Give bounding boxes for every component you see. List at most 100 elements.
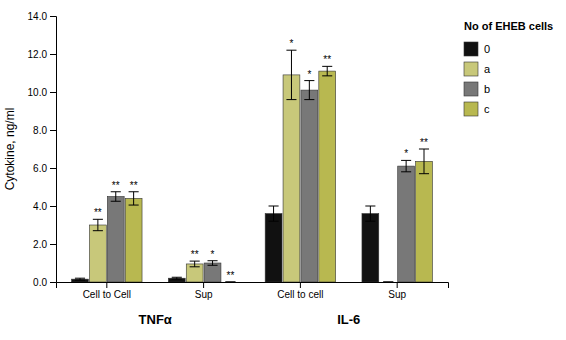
error-bar — [172, 277, 182, 279]
bar — [416, 161, 433, 282]
error-bar — [365, 206, 375, 221]
legend-swatch — [464, 62, 478, 76]
significance-label: ** — [227, 270, 235, 281]
error-bar — [269, 206, 279, 221]
x-tick-label: Cell to cell — [277, 289, 323, 300]
error-bar — [225, 282, 235, 283]
bar — [283, 75, 300, 282]
x-tick-mark — [106, 282, 107, 288]
series — [107, 81, 414, 282]
significance-label: ** — [191, 249, 199, 260]
x-tick: Sup — [195, 282, 213, 300]
bar — [107, 197, 124, 283]
y-tick-mark — [50, 282, 56, 283]
series — [89, 50, 393, 282]
error-bar — [129, 192, 139, 205]
legend-item: a — [464, 62, 491, 76]
legend-swatch — [464, 82, 478, 96]
error-bar — [286, 50, 296, 99]
y-tick-label: 10.0 — [28, 87, 48, 98]
x-axis: Cell to Cell Sup Cell to cell Sup — [57, 282, 449, 300]
bar — [301, 90, 318, 282]
error-bar — [75, 278, 85, 280]
legend-swatch — [464, 42, 478, 56]
significance-label: * — [290, 38, 294, 49]
y-tick-label: 14.0 — [28, 11, 48, 22]
chart: 0.0 2.0 4.0 6.0 8.0 10.0 12.0 14.0 Cell to Cell S… — [0, 0, 566, 340]
bar — [125, 198, 142, 282]
y-tick: 4.0 — [33, 201, 56, 212]
y-axis: 0.0 2.0 4.0 6.0 8.0 10.0 12.0 14.0 — [28, 11, 57, 288]
x-tick: Sup — [388, 282, 406, 300]
y-tick-label: 0.0 — [33, 277, 47, 288]
error-bar — [383, 282, 393, 283]
y-tick: 2.0 — [33, 239, 56, 250]
significance-labels: ****************** — [94, 38, 428, 281]
x-tick-mark — [300, 282, 301, 288]
marks — [72, 50, 433, 282]
y-tick-mark — [50, 16, 56, 17]
significance-label: * — [404, 148, 408, 159]
error-bar — [111, 192, 121, 202]
legend-title: No of EHEB cells — [464, 20, 553, 32]
bar — [204, 263, 221, 282]
y-tick-label: 2.0 — [33, 239, 47, 250]
y-tick-mark — [50, 92, 56, 93]
plot: 0.0 2.0 4.0 6.0 8.0 10.0 12.0 14.0 Cell to Cell S… — [3, 11, 449, 327]
error-bar — [304, 81, 314, 100]
x-tick-mark — [203, 282, 204, 288]
bar — [168, 278, 185, 282]
bar — [222, 282, 239, 283]
legend: No of EHEB cells 0 abc — [464, 20, 553, 116]
error-bar — [419, 149, 429, 174]
y-tick-label: 12.0 — [28, 49, 48, 60]
x-tick: Cell to cell — [277, 282, 323, 300]
x-tick-label: Sup — [195, 289, 213, 300]
y-tick-label: 6.0 — [33, 163, 47, 174]
legend-swatch — [464, 102, 478, 116]
bar — [72, 279, 89, 282]
bar — [319, 71, 336, 282]
significance-label: ** — [130, 180, 138, 191]
significance-label: ** — [112, 180, 120, 191]
y-tick: 8.0 — [33, 125, 56, 136]
significance-label: ** — [94, 207, 102, 218]
error-bar — [322, 66, 332, 76]
error-bar — [93, 219, 103, 230]
bar — [89, 225, 106, 282]
legend-item: b — [464, 82, 490, 96]
legend-label: a — [484, 63, 491, 75]
y-tick-label: 8.0 — [33, 125, 47, 136]
category-group-label: TNFα — [139, 312, 172, 327]
y-axis-line — [50, 17, 57, 283]
x-axis-line — [57, 283, 449, 289]
x-tick-label: Cell to Cell — [83, 289, 131, 300]
bar — [362, 214, 379, 282]
y-tick-mark — [50, 168, 56, 169]
y-tick: 6.0 — [33, 163, 56, 174]
y-tick-label: 4.0 — [33, 201, 47, 212]
x-tick-mark — [397, 282, 398, 288]
y-tick-mark — [50, 206, 56, 207]
x-tick: Cell to Cell — [83, 282, 131, 300]
legend-label: c — [484, 103, 490, 115]
y-tick-mark — [50, 54, 56, 55]
significance-label: ** — [420, 137, 428, 148]
y-tick: 10.0 — [28, 87, 56, 98]
y-tick: 12.0 — [28, 49, 56, 60]
y-tick-mark — [50, 130, 56, 131]
series — [125, 66, 432, 282]
legend-label: 0 — [484, 43, 490, 55]
significance-label: * — [307, 69, 311, 80]
legend-label: b — [484, 83, 490, 95]
y-tick-mark — [50, 244, 56, 245]
legend-item: c — [464, 102, 490, 116]
y-tick: 14.0 — [28, 11, 56, 22]
bar — [380, 282, 397, 283]
bar — [265, 214, 282, 282]
category-group-label: IL-6 — [337, 312, 360, 327]
bar — [398, 166, 415, 282]
y-tick: 0.0 — [33, 277, 56, 288]
error-bar — [190, 261, 200, 267]
significance-label: ** — [323, 54, 331, 65]
